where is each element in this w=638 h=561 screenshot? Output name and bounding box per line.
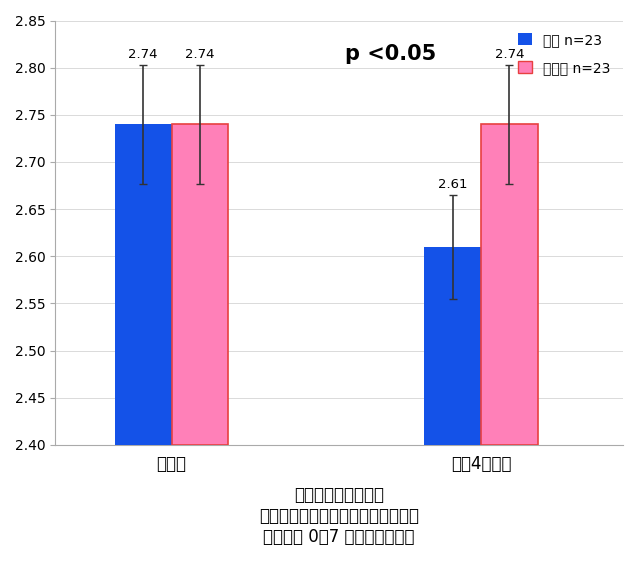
Text: 2.74: 2.74: [185, 48, 214, 61]
X-axis label: シワグレードの推移
シワグレードとは、日本香粧品学会
が定めた 0～7 段階のシワ指標: シワグレードの推移 シワグレードとは、日本香粧品学会 が定めた 0～7 段階のシ…: [259, 486, 419, 546]
Legend: 塗布 n=23, 未塗布 n=23: 塗布 n=23, 未塗布 n=23: [512, 27, 616, 80]
Bar: [481, 124, 538, 445]
Bar: [115, 124, 172, 445]
Text: 2.74: 2.74: [494, 48, 524, 61]
Text: 2.74: 2.74: [128, 48, 158, 61]
Text: 2.61: 2.61: [438, 178, 468, 191]
Bar: [424, 247, 481, 445]
Bar: [172, 124, 228, 445]
Text: p <0.05: p <0.05: [345, 44, 436, 63]
